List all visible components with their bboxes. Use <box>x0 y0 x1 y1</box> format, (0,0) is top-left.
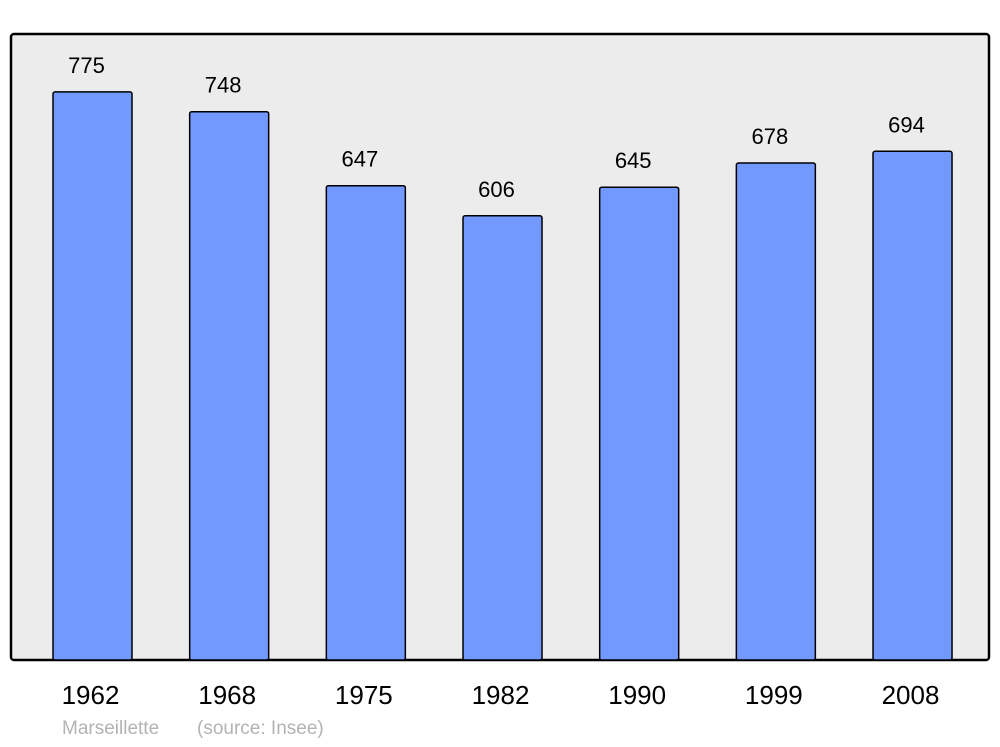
data-label-1990: 645 <box>615 148 652 173</box>
x-tick-label-1999: 1999 <box>745 680 803 710</box>
bar-2008 <box>872 150 953 661</box>
bar-1975 <box>325 184 407 661</box>
bar-1968 <box>188 110 270 661</box>
x-tick-label-1968: 1968 <box>198 680 256 710</box>
footer-place: Marseillette <box>62 718 160 739</box>
data-label-1975: 647 <box>341 147 378 172</box>
data-label-1962: 775 <box>68 53 105 78</box>
bar-1982 <box>462 215 543 661</box>
bar-1990 <box>598 186 680 661</box>
x-tick-label-1975: 1975 <box>335 680 393 710</box>
bar-1999 <box>735 162 817 661</box>
x-tick-label-1990: 1990 <box>608 680 666 710</box>
x-tick-label-1962: 1962 <box>62 680 120 710</box>
data-label-1999: 678 <box>751 124 788 149</box>
footer-source: (source: Insee) <box>197 718 324 739</box>
bar-1962 <box>52 91 133 661</box>
data-label-2008: 694 <box>888 112 925 137</box>
x-tick-label-2008: 2008 <box>882 680 940 710</box>
data-label-1982: 606 <box>478 177 515 202</box>
x-tick-label-1982: 1982 <box>472 680 530 710</box>
data-label-1968: 748 <box>205 73 242 98</box>
